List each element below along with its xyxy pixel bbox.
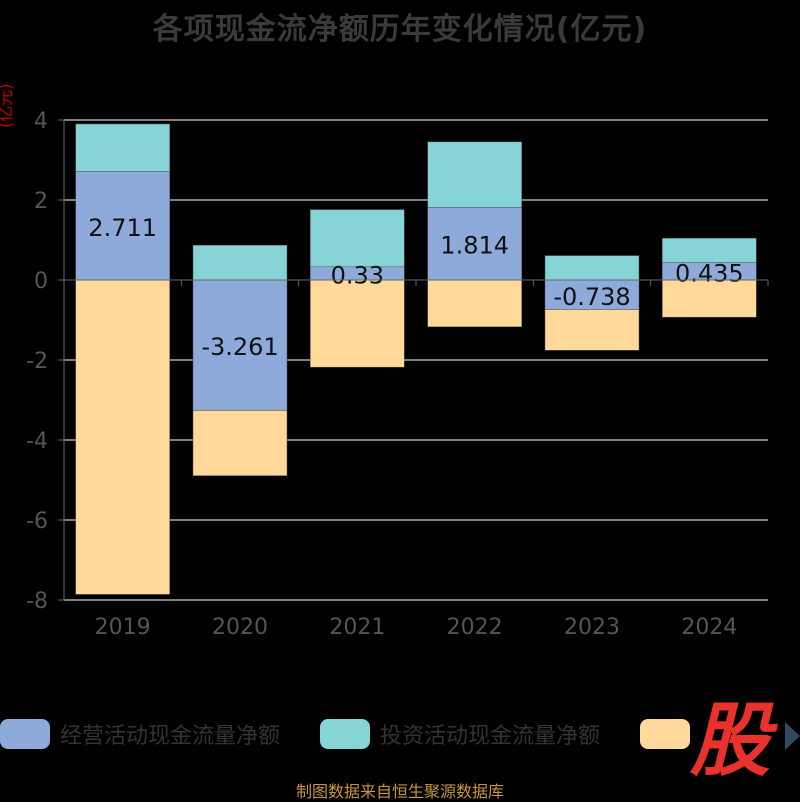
bar-segment-operating [544, 279, 640, 310]
y-tick-label: -6 [26, 509, 48, 534]
legend-swatch-operating [0, 719, 50, 749]
x-tick-label: 2023 [564, 615, 620, 640]
y-tick-label: 2 [34, 189, 48, 214]
chart-title: 各项现金流净额历年变化情况(亿元) [152, 12, 648, 47]
data-label: 2.711 [88, 214, 157, 242]
y-tick-label: -4 [26, 429, 48, 454]
bar-segment-financing [544, 309, 640, 351]
x-tick-label: 2019 [95, 615, 151, 640]
y-tick-label: -2 [26, 349, 48, 374]
bar-segment-investing [75, 123, 170, 172]
bar-segment-financing [310, 279, 405, 368]
legend-item-financing[interactable] [640, 716, 700, 752]
y-tick-label: 0 [34, 269, 48, 294]
stock-logo: 股 [690, 700, 782, 782]
legend: 经营活动现金流量净额 投资活动现金流量净额 [0, 716, 800, 756]
bar-segment-investing [544, 255, 640, 281]
legend-item-operating[interactable]: 经营活动现金流量净额 [0, 716, 280, 752]
data-label: -0.738 [553, 283, 630, 311]
legend-swatch-financing [640, 719, 690, 749]
legend-label-investing: 投资活动现金流量净额 [380, 724, 601, 749]
legend-label-operating: 经营活动现金流量净额 [60, 724, 281, 749]
bar-segment-financing [427, 279, 522, 328]
stacked-bar-chart: 4 2 0 -2 -4 -6 -8 2.711 2019 -3.261 2020 0.33 2021 1.… [26, 109, 769, 640]
x-tick-label: 2022 [447, 615, 503, 640]
bar-segment-investing [310, 209, 405, 268]
y-tick-label: 4 [34, 109, 48, 134]
data-label: -3.261 [201, 333, 278, 361]
bar-segment-investing [192, 244, 288, 281]
bar-segment-financing [662, 279, 757, 318]
bar-segment-investing [427, 141, 522, 208]
bar-segment-financing [192, 410, 288, 476]
data-label: 0.33 [331, 261, 384, 289]
data-label: 1.814 [440, 232, 509, 260]
legend-item-investing[interactable]: 投资活动现金流量净额 [320, 716, 600, 752]
y-tick-label: -8 [26, 589, 48, 614]
bar-segment-operating [192, 279, 288, 411]
x-tick-label: 2020 [212, 615, 268, 640]
legend-swatch-investing [320, 719, 370, 749]
bar-segment-financing [75, 279, 170, 595]
logo-text: 股 [690, 694, 770, 787]
bar-segment-investing [662, 237, 757, 263]
data-source-note: 制图数据来自恒生聚源数据库 [295, 782, 504, 801]
x-tick-label: 2024 [681, 615, 737, 640]
bar-segment-operating [427, 207, 522, 281]
next-arrow-icon[interactable] [785, 722, 800, 750]
data-label: 0.435 [675, 259, 744, 287]
x-tick-label: 2021 [329, 615, 385, 640]
